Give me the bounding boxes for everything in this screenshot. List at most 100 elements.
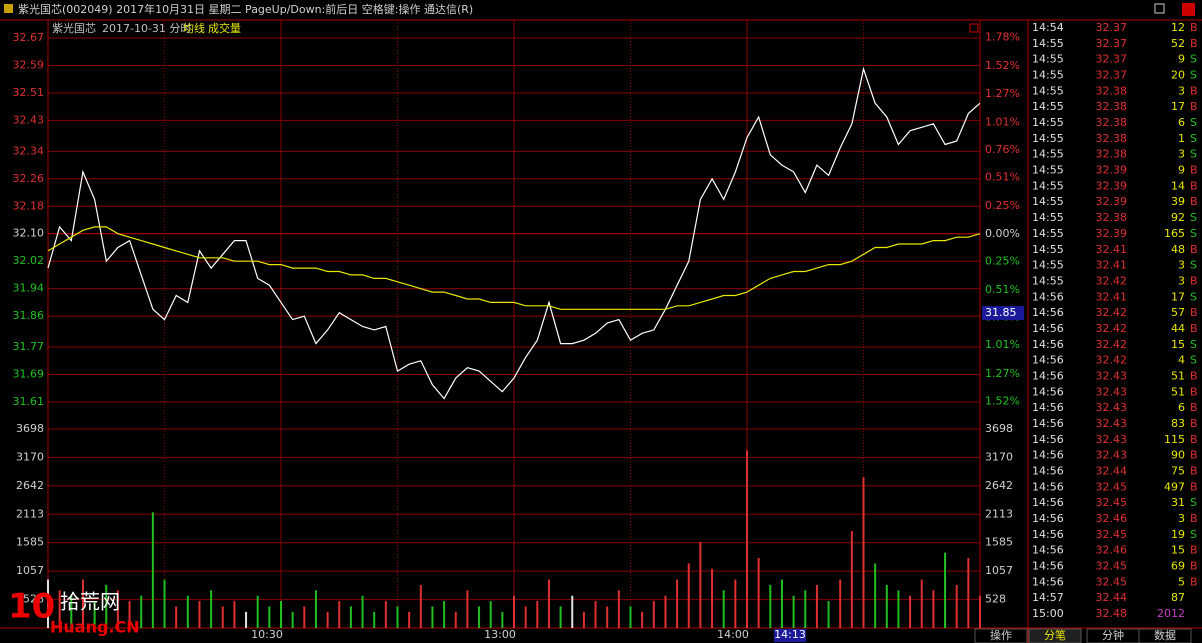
volume-bar: [151, 512, 154, 628]
trade-side: S: [1190, 116, 1197, 129]
trade-price: 32.37: [1096, 53, 1128, 66]
tab-label[interactable]: 数据: [1154, 628, 1176, 642]
trade-volume: 165: [1164, 227, 1185, 240]
trade-price: 32.45: [1096, 575, 1128, 588]
trade-volume: 15: [1171, 544, 1185, 557]
trade-time: 14:56: [1032, 354, 1064, 367]
chart-date: 2017-10-31 分时: [102, 22, 191, 35]
x-tick-label: 13:00: [484, 628, 516, 641]
volume-bar: [128, 601, 131, 628]
app-icon: [4, 4, 13, 13]
tabs: 操作 分笔 分钟 数据: [974, 628, 1192, 643]
tab[interactable]: [974, 628, 1028, 643]
trade-side: B: [1190, 164, 1198, 177]
trade-volume: 75: [1171, 465, 1185, 478]
trade-side: B: [1190, 465, 1198, 478]
volume-bar: [466, 590, 469, 628]
trade-price: 32.44: [1096, 465, 1128, 478]
trade-time: 14:55: [1032, 195, 1064, 208]
trade-volume: 4: [1178, 354, 1185, 367]
trade-price: 32.43: [1096, 449, 1128, 462]
volume-bar: [81, 579, 84, 628]
trade-side: B: [1190, 560, 1198, 573]
trade-time: 14:56: [1032, 369, 1064, 382]
volume-bar: [967, 558, 970, 628]
trade-price: 32.38: [1096, 148, 1128, 161]
close-button[interactable]: [1182, 3, 1195, 16]
tab[interactable]: [1028, 628, 1082, 643]
trade-side: S: [1190, 53, 1197, 66]
tab-label[interactable]: 分笔: [1044, 628, 1066, 642]
y2-tick-label: 0.51%: [985, 171, 1020, 184]
trade-price: 32.43: [1096, 385, 1128, 398]
volume-bar: [594, 601, 597, 628]
volume-bar: [489, 601, 492, 628]
trade-volume: 2012: [1157, 607, 1185, 620]
y-tick-label: 32.34: [13, 144, 45, 157]
volume-bar: [571, 595, 574, 628]
trade-side: S: [1190, 211, 1197, 224]
volume-bar: [478, 606, 481, 628]
volume-bar: [58, 590, 61, 628]
trade-price: 32.42: [1096, 274, 1128, 287]
y-tick-label: 31.61: [13, 395, 45, 408]
volume-bar: [326, 611, 329, 628]
tab-label[interactable]: 分钟: [1102, 628, 1124, 642]
trade-table: 14:54 32.37 12 B14:55 32.37 52 B14:55 32.37 9 S14…: [1032, 21, 1198, 620]
volume-bar: [245, 611, 248, 628]
trade-volume: 83: [1171, 417, 1185, 430]
y-tick-label: 32.10: [13, 227, 45, 240]
tab[interactable]: [1138, 628, 1192, 643]
x-tick-label: 10:30: [251, 628, 283, 641]
x-tick-label: 14:00: [717, 628, 749, 641]
watermark-name: 拾荒网: [60, 590, 120, 614]
y2-tick-label: 1.78%: [985, 31, 1020, 44]
trade-time: 14:55: [1032, 116, 1064, 129]
trade-price: 32.43: [1096, 433, 1128, 446]
trade-price: 32.38: [1096, 211, 1128, 224]
volume-bar: [547, 579, 550, 628]
trade-price: 32.37: [1096, 21, 1128, 34]
volume-bar: [419, 584, 422, 628]
trade-volume: 115: [1164, 433, 1185, 446]
y-tick-label: 32.26: [13, 172, 45, 185]
volume-bar: [780, 579, 783, 628]
volume-bar: [384, 601, 387, 628]
trade-time: 14:56: [1032, 512, 1064, 525]
trade-side: B: [1190, 512, 1198, 525]
trade-side: B: [1190, 306, 1198, 319]
y2-tick-label: 1.01%: [985, 115, 1020, 128]
trade-time: 14:55: [1032, 179, 1064, 192]
trade-price: 32.45: [1096, 560, 1128, 573]
trade-price: 32.39: [1096, 164, 1128, 177]
y2-tick-label: 1.27%: [985, 367, 1020, 380]
cursor-price: 31.85: [985, 306, 1017, 319]
restore-button[interactable]: [1154, 3, 1165, 14]
trade-time: 14:56: [1032, 385, 1064, 398]
volume-bar: [198, 601, 201, 628]
trade-time: 14:56: [1032, 560, 1064, 573]
volume-bar: [874, 563, 877, 628]
trade-time: 14:56: [1032, 480, 1064, 493]
trade-time: 14:56: [1032, 417, 1064, 430]
trade-volume: 3: [1178, 148, 1185, 161]
avg-legend: 均线: [183, 21, 205, 35]
trade-side: B: [1190, 401, 1198, 414]
trade-time: 15:00: [1032, 607, 1064, 620]
trade-side: B: [1190, 322, 1198, 335]
volume-bar: [303, 606, 306, 628]
trade-side: S: [1190, 290, 1197, 303]
trade-volume: 3: [1178, 84, 1185, 97]
expand-button[interactable]: [969, 23, 979, 33]
trade-side: B: [1190, 21, 1198, 34]
trade-price: 32.38: [1096, 132, 1128, 145]
volume-bar: [897, 590, 900, 628]
tab-label[interactable]: 操作: [990, 628, 1012, 642]
volume-bar: [280, 601, 282, 628]
trade-volume: 31: [1171, 496, 1185, 509]
trade-volume: 44: [1171, 322, 1185, 335]
trade-price: 32.42: [1096, 354, 1128, 367]
trade-price: 32.39: [1096, 195, 1128, 208]
trade-side: S: [1190, 528, 1197, 541]
volume-bar: [373, 611, 376, 628]
